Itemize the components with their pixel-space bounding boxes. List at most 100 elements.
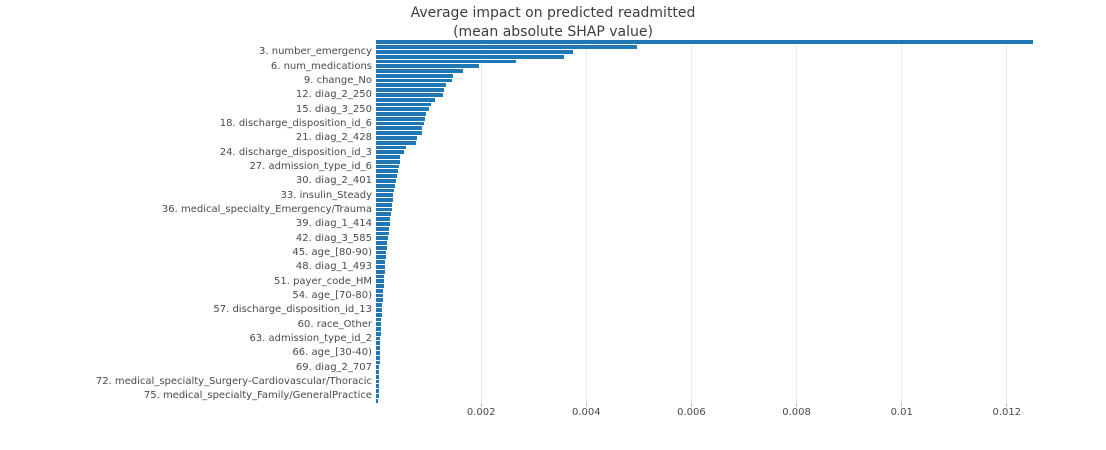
- shap-bar: [376, 398, 379, 403]
- y-tick-label: 27. admission_type_id_6: [249, 161, 372, 173]
- shap-bar: [376, 83, 447, 88]
- plot-area: [376, 40, 1066, 403]
- y-tick-label: 24. discharge_disposition_id_3: [219, 146, 372, 158]
- y-tick-label: 72. medical_specialty_Surgery-Cardiovasc…: [95, 376, 372, 387]
- y-tick-label: 51. payer_code_HM: [273, 275, 372, 287]
- shap-bar: [376, 350, 381, 355]
- shap-bar: [376, 279, 384, 284]
- shap-bar: [376, 393, 379, 398]
- shap-bar: [376, 73, 454, 78]
- shap-bar: [376, 183, 395, 188]
- shap-bar: [376, 50, 573, 54]
- shap-bar: [376, 288, 384, 293]
- shap-bar: [376, 255, 386, 260]
- gridline: [585, 40, 587, 403]
- shap-bar: [376, 379, 380, 384]
- shap-bar: [376, 179, 396, 183]
- shap-bar: [376, 136, 417, 140]
- y-tick-label: 6. num_medications: [270, 60, 372, 72]
- shap-bar: [376, 188, 394, 193]
- shap-bar: [376, 303, 383, 307]
- shap-bar: [376, 336, 381, 341]
- shap-bar: [376, 245, 387, 250]
- y-tick-label: 12. diag_2_250: [295, 89, 372, 101]
- shap-bar: [376, 102, 432, 107]
- shap-bar: [376, 221, 390, 226]
- x-tick-label: 0.004: [571, 407, 601, 418]
- y-tick-label: 75. medical_specialty_Family/GeneralPrac…: [143, 390, 372, 402]
- shap-bar: [376, 207, 392, 212]
- shap-bar: [376, 88, 445, 93]
- y-tick-label: 63. admission_type_id_2: [249, 333, 372, 345]
- shap-bar: [376, 284, 384, 288]
- shap-bar: [376, 140, 416, 145]
- shap-bar: [376, 241, 388, 245]
- shap-bar: [376, 264, 386, 269]
- shap-bar: [376, 260, 386, 264]
- shap-bar: [376, 269, 385, 274]
- y-tick-label: 30. diag_2_401: [295, 175, 372, 187]
- shap-bar: [376, 40, 1034, 45]
- shap-bar: [376, 164, 400, 169]
- shap-bar: [376, 93, 443, 97]
- x-tick-label: 0.008: [782, 407, 811, 418]
- x-tick-mark: [480, 403, 482, 407]
- shap-bar: [376, 236, 389, 241]
- shap-bar: [376, 126, 423, 131]
- x-tick-mark: [796, 403, 798, 407]
- shap-bar: [376, 159, 400, 164]
- y-tick-label: 54. age_[70-80): [292, 290, 372, 302]
- shap-bar: [376, 389, 379, 393]
- shap-bar: [376, 145, 406, 150]
- shap-bar: [376, 198, 393, 202]
- shap-bar: [376, 307, 383, 312]
- shap-bar: [376, 78, 452, 83]
- y-tick-label: 66. age_[30-40): [292, 347, 372, 359]
- y-axis-labels: 3. number_emergency 6. num_medications 9. …: [0, 0, 372, 450]
- shap-bar: [376, 365, 380, 370]
- shap-bar: [376, 155, 401, 159]
- y-tick-label: 42. diag_3_585: [295, 232, 372, 244]
- shap-bar: [376, 54, 565, 59]
- x-tick-mark: [585, 403, 587, 407]
- shap-bar: [376, 341, 381, 346]
- shap-bar: [376, 250, 387, 255]
- shap-bar: [376, 193, 394, 198]
- gridline: [480, 40, 482, 403]
- y-tick-label: 45. age_[80-90): [292, 247, 372, 259]
- shap-bar: [376, 346, 381, 350]
- x-tick-mark: [1006, 403, 1008, 407]
- y-tick-label: 60. race_Other: [297, 318, 372, 330]
- shap-bar: [376, 293, 384, 298]
- x-tick-mark: [901, 403, 903, 407]
- shap-bar: [376, 59, 517, 64]
- shap-bar: [376, 169, 399, 174]
- shap-bar: [376, 312, 382, 317]
- gridline: [690, 40, 692, 403]
- shap-bar: [376, 97, 435, 102]
- shap-bar: [376, 370, 380, 374]
- shap-bar: [376, 322, 382, 327]
- shap-bar: [376, 298, 383, 303]
- shap-bar: [376, 274, 385, 279]
- y-tick-label: 69. diag_2_707: [295, 361, 372, 373]
- shap-bar: [376, 226, 390, 231]
- y-tick-label: 48. diag_1_493: [295, 261, 372, 273]
- gridline: [1006, 40, 1008, 403]
- shap-bar: [376, 107, 429, 112]
- shap-bar: [376, 131, 422, 136]
- shap-bar: [376, 121, 424, 126]
- gridline: [901, 40, 903, 403]
- y-tick-label: 57. discharge_disposition_id_13: [213, 304, 372, 316]
- shap-bar: [376, 116, 426, 121]
- shap-bar: [376, 202, 393, 207]
- shap-bar: [376, 150, 405, 155]
- shap-bar: [376, 231, 389, 236]
- x-tick-label: 0.006: [677, 407, 706, 418]
- gridline: [796, 40, 798, 403]
- x-tick-label: 0.01: [890, 407, 913, 418]
- shap-bar: [376, 374, 380, 379]
- y-tick-label: 18. discharge_disposition_id_6: [219, 118, 372, 130]
- x-tick-mark: [690, 403, 692, 407]
